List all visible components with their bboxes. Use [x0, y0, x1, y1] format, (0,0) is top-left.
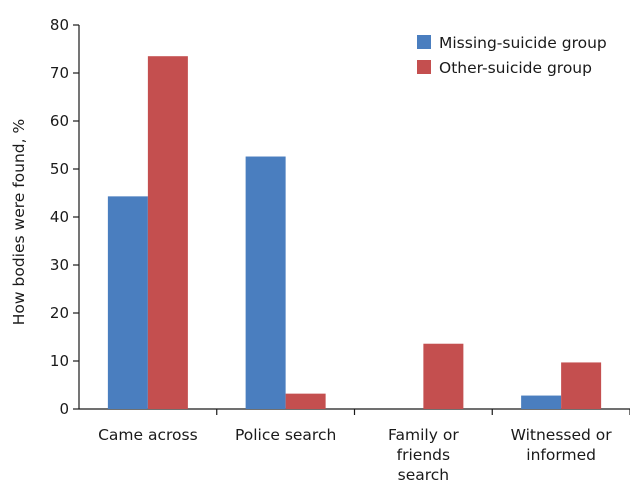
bar-missing-1: [245, 156, 286, 409]
bar-other-0: [147, 56, 188, 409]
x-category-label: Came across: [98, 426, 198, 444]
y-axis-title: How bodies were found, %: [10, 119, 28, 325]
y-tick-label: 20: [50, 304, 69, 322]
bar-other-1: [285, 393, 326, 409]
legend-swatch: [417, 35, 431, 49]
bar-other-3: [561, 362, 602, 409]
x-category-label: Family or: [388, 426, 459, 444]
y-tick-label: 40: [50, 208, 69, 226]
legend-label: Other-suicide group: [439, 59, 592, 77]
y-tick-label: 30: [50, 256, 69, 274]
y-tick-label: 60: [50, 112, 69, 130]
legend-label: Missing-suicide group: [439, 34, 607, 52]
legend-swatch: [417, 60, 431, 74]
y-tick-label: 80: [50, 16, 69, 34]
y-tick-label: 0: [59, 400, 69, 418]
x-category-label: Police search: [235, 426, 336, 444]
bar-missing-3: [521, 395, 562, 409]
x-category-label: search: [398, 466, 450, 484]
bar-other-2: [423, 343, 464, 409]
y-tick-label: 10: [50, 352, 69, 370]
y-tick-label: 50: [50, 160, 69, 178]
x-category-label: friends: [397, 446, 450, 464]
x-category-label: informed: [526, 446, 596, 464]
x-category-label: Witnessed or: [511, 426, 613, 444]
bar-missing-0: [107, 196, 148, 409]
y-tick-label: 70: [50, 64, 69, 82]
